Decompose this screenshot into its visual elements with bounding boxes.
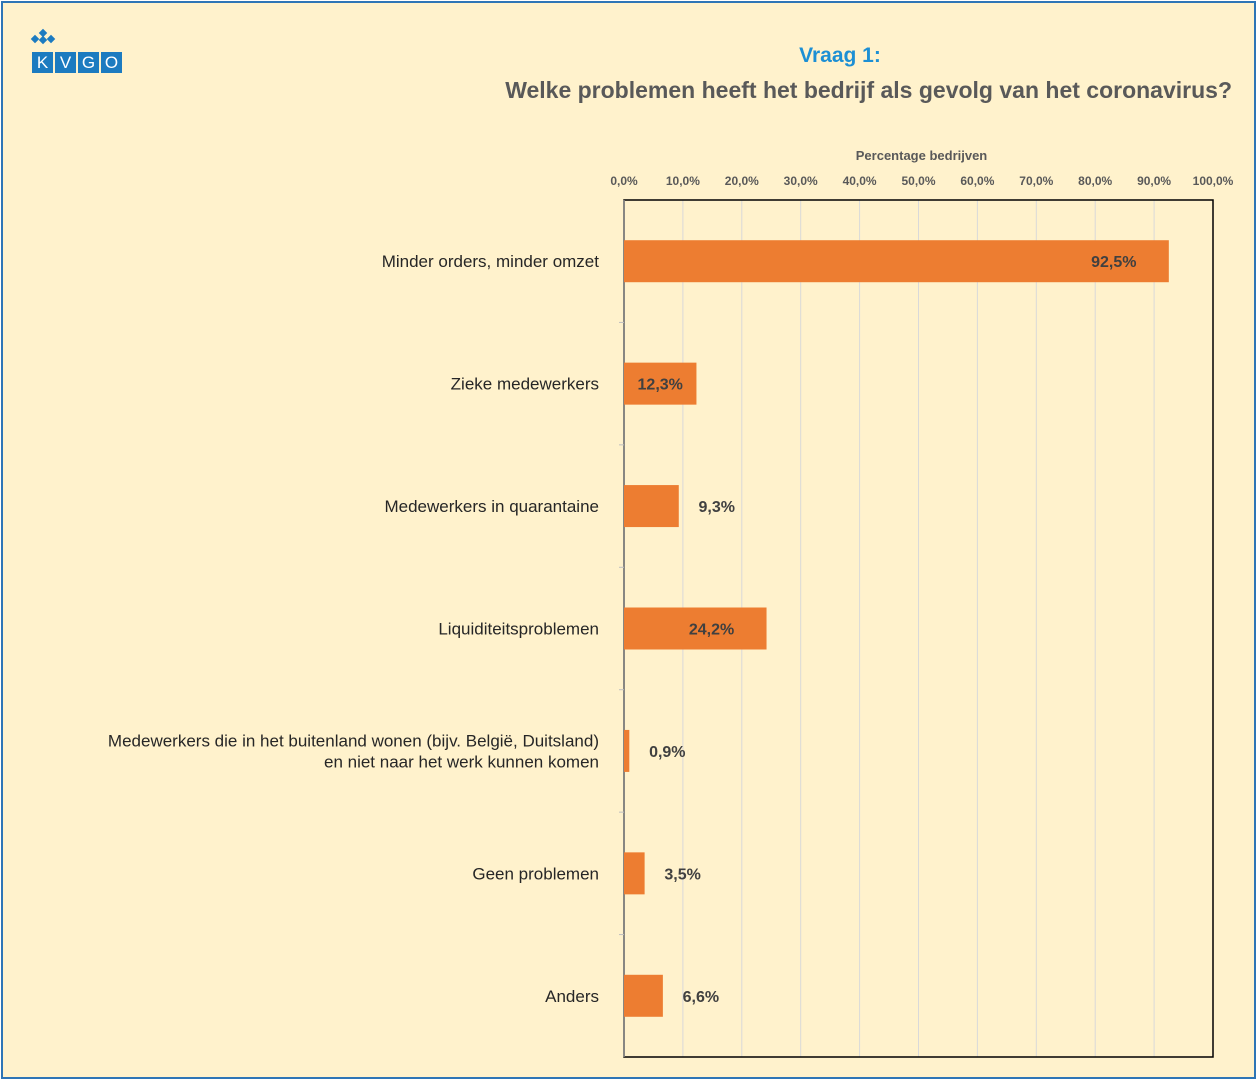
data-label: 0,9% [649, 744, 685, 761]
data-label: 12,3% [638, 377, 683, 394]
category-label: Zieke medewerkers [451, 375, 599, 394]
category-label: en niet naar het werk kunnen komen [324, 752, 599, 771]
x-tick-label: 80,0% [1078, 174, 1112, 188]
logo-letter: V [55, 52, 76, 73]
x-tick-label: 70,0% [1019, 174, 1053, 188]
data-label: 92,5% [1091, 254, 1136, 271]
category-label: Anders [545, 987, 599, 1006]
x-tick-label: 40,0% [843, 174, 877, 188]
x-tick-label: 20,0% [725, 174, 759, 188]
category-label: Medewerkers in quarantaine [384, 497, 599, 516]
category-label: Minder orders, minder omzet [382, 252, 600, 271]
data-label: 24,2% [689, 622, 734, 639]
x-axis-title: Percentage bedrijven [856, 148, 988, 163]
category-label: Medewerkers die in het buitenland wonen … [108, 731, 599, 750]
data-label: 6,6% [683, 989, 719, 1006]
category-label: Geen problemen [472, 864, 599, 883]
x-tick-label: 10,0% [666, 174, 700, 188]
category-label: Liquiditeitsproblemen [438, 620, 599, 639]
question-title: Welke problemen heeft het bedrijf als ge… [505, 77, 1232, 103]
bar [624, 362, 697, 405]
x-tick-label: 100,0% [1193, 174, 1234, 188]
logo-letter: O [101, 52, 122, 73]
bar [624, 729, 630, 772]
x-tick-label: 60,0% [960, 174, 994, 188]
x-tick-label: 50,0% [901, 174, 935, 188]
kvgo-logo: K V G O [30, 28, 125, 78]
logo-letter: K [32, 52, 53, 73]
bar [624, 485, 679, 528]
logo-letter: G [78, 52, 99, 73]
bar [624, 852, 645, 895]
question-label: Vraag 1: [799, 44, 881, 67]
x-tick-label: 0,0% [610, 174, 638, 188]
bar [624, 974, 663, 1017]
x-tick-label: 30,0% [784, 174, 818, 188]
bar [624, 607, 767, 650]
bar [624, 240, 1169, 283]
data-label: 9,3% [699, 499, 735, 516]
x-tick-label: 90,0% [1137, 174, 1171, 188]
data-label: 3,5% [664, 866, 700, 883]
